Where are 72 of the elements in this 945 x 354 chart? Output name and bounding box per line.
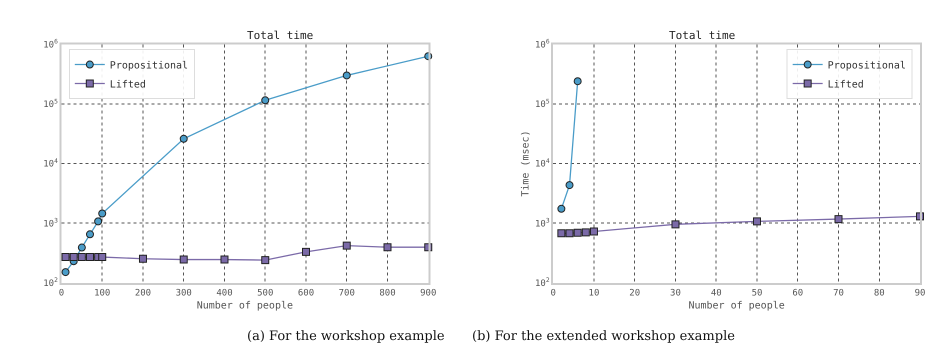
point (138, 254, 147, 263)
text: (b) For the extended workshop example (472, 329, 736, 344)
legend-label: Lifted (828, 79, 864, 90)
legend-label: Propositional (110, 60, 188, 72)
x-tick-label: 600 (298, 288, 314, 298)
point (574, 77, 582, 86)
y-tick-label: 10$^{6}$ (43, 38, 58, 50)
point (566, 181, 574, 190)
text: (a) For the workshop example (247, 329, 445, 344)
x-tick-label: 800 (379, 288, 396, 298)
x-tick-label: 300 (176, 288, 192, 298)
chart-title: Total time (669, 29, 736, 42)
point (98, 210, 106, 218)
point (261, 256, 270, 264)
point (557, 229, 566, 238)
x-tick-label: 10 (588, 288, 600, 298)
x-tick-label: 900 (420, 288, 436, 298)
x-tick-label: 500 (257, 288, 274, 298)
y-tick-label: 10$^{6}$ (535, 38, 550, 50)
point (220, 256, 228, 264)
x-tick-label: 20 (629, 288, 640, 298)
point (94, 217, 102, 226)
x-tick-label: 400 (216, 288, 233, 298)
point (62, 253, 70, 262)
point (302, 248, 310, 256)
y-tick-label: 10$^{3}$ (535, 218, 550, 230)
legend-label: Propositional (828, 60, 906, 72)
chart-title: Total time (247, 29, 314, 42)
point (261, 96, 270, 104)
y-axis-title: Time (msec) (520, 130, 532, 197)
point (180, 134, 188, 143)
point (78, 253, 86, 262)
point (180, 256, 188, 264)
point (671, 220, 680, 228)
y-tick-label: 10$^{5}$ (43, 98, 58, 110)
x-tick-label: 90 (914, 288, 926, 298)
legend-label: Lifted (110, 79, 146, 90)
point (590, 227, 598, 236)
point (834, 215, 842, 224)
point (752, 217, 761, 226)
point (557, 204, 566, 213)
y-tick-label: 10$^{2}$ (535, 277, 550, 289)
x-tick-label: 50 (752, 288, 762, 298)
point (78, 244, 86, 252)
point (98, 253, 106, 262)
point (574, 228, 582, 237)
point (342, 242, 351, 250)
x-tick-label: 30 (670, 288, 681, 298)
x-tick-label: 70 (833, 288, 844, 298)
x-axis-title: Number of people (688, 300, 785, 312)
point (86, 230, 94, 238)
x-tick-label: 100 (94, 288, 110, 298)
x-tick-label: 700 (338, 288, 355, 298)
point (342, 71, 351, 80)
point (582, 228, 590, 236)
y-tick-label: 10$^{5}$ (535, 98, 550, 110)
point (86, 253, 94, 262)
x-tick-label: 40 (710, 288, 722, 298)
y-tick-label: 10$^{3}$ (43, 218, 58, 230)
x-tick-label: 200 (134, 288, 152, 298)
y-tick-label: 10$^{2}$ (43, 277, 58, 289)
x-tick-label: 0 (58, 288, 64, 298)
x-tick-label: 80 (874, 288, 885, 298)
x-tick-label: 0 (550, 288, 556, 298)
y-tick-label: 10$^{4}$ (43, 158, 58, 170)
point (62, 268, 70, 276)
point (70, 253, 78, 262)
x-axis-title: Number of people (196, 300, 294, 312)
point (566, 229, 574, 238)
point (384, 243, 392, 252)
x-tick-label: 60 (792, 288, 804, 298)
y-tick-label: 10$^{4}$ (535, 158, 550, 170)
